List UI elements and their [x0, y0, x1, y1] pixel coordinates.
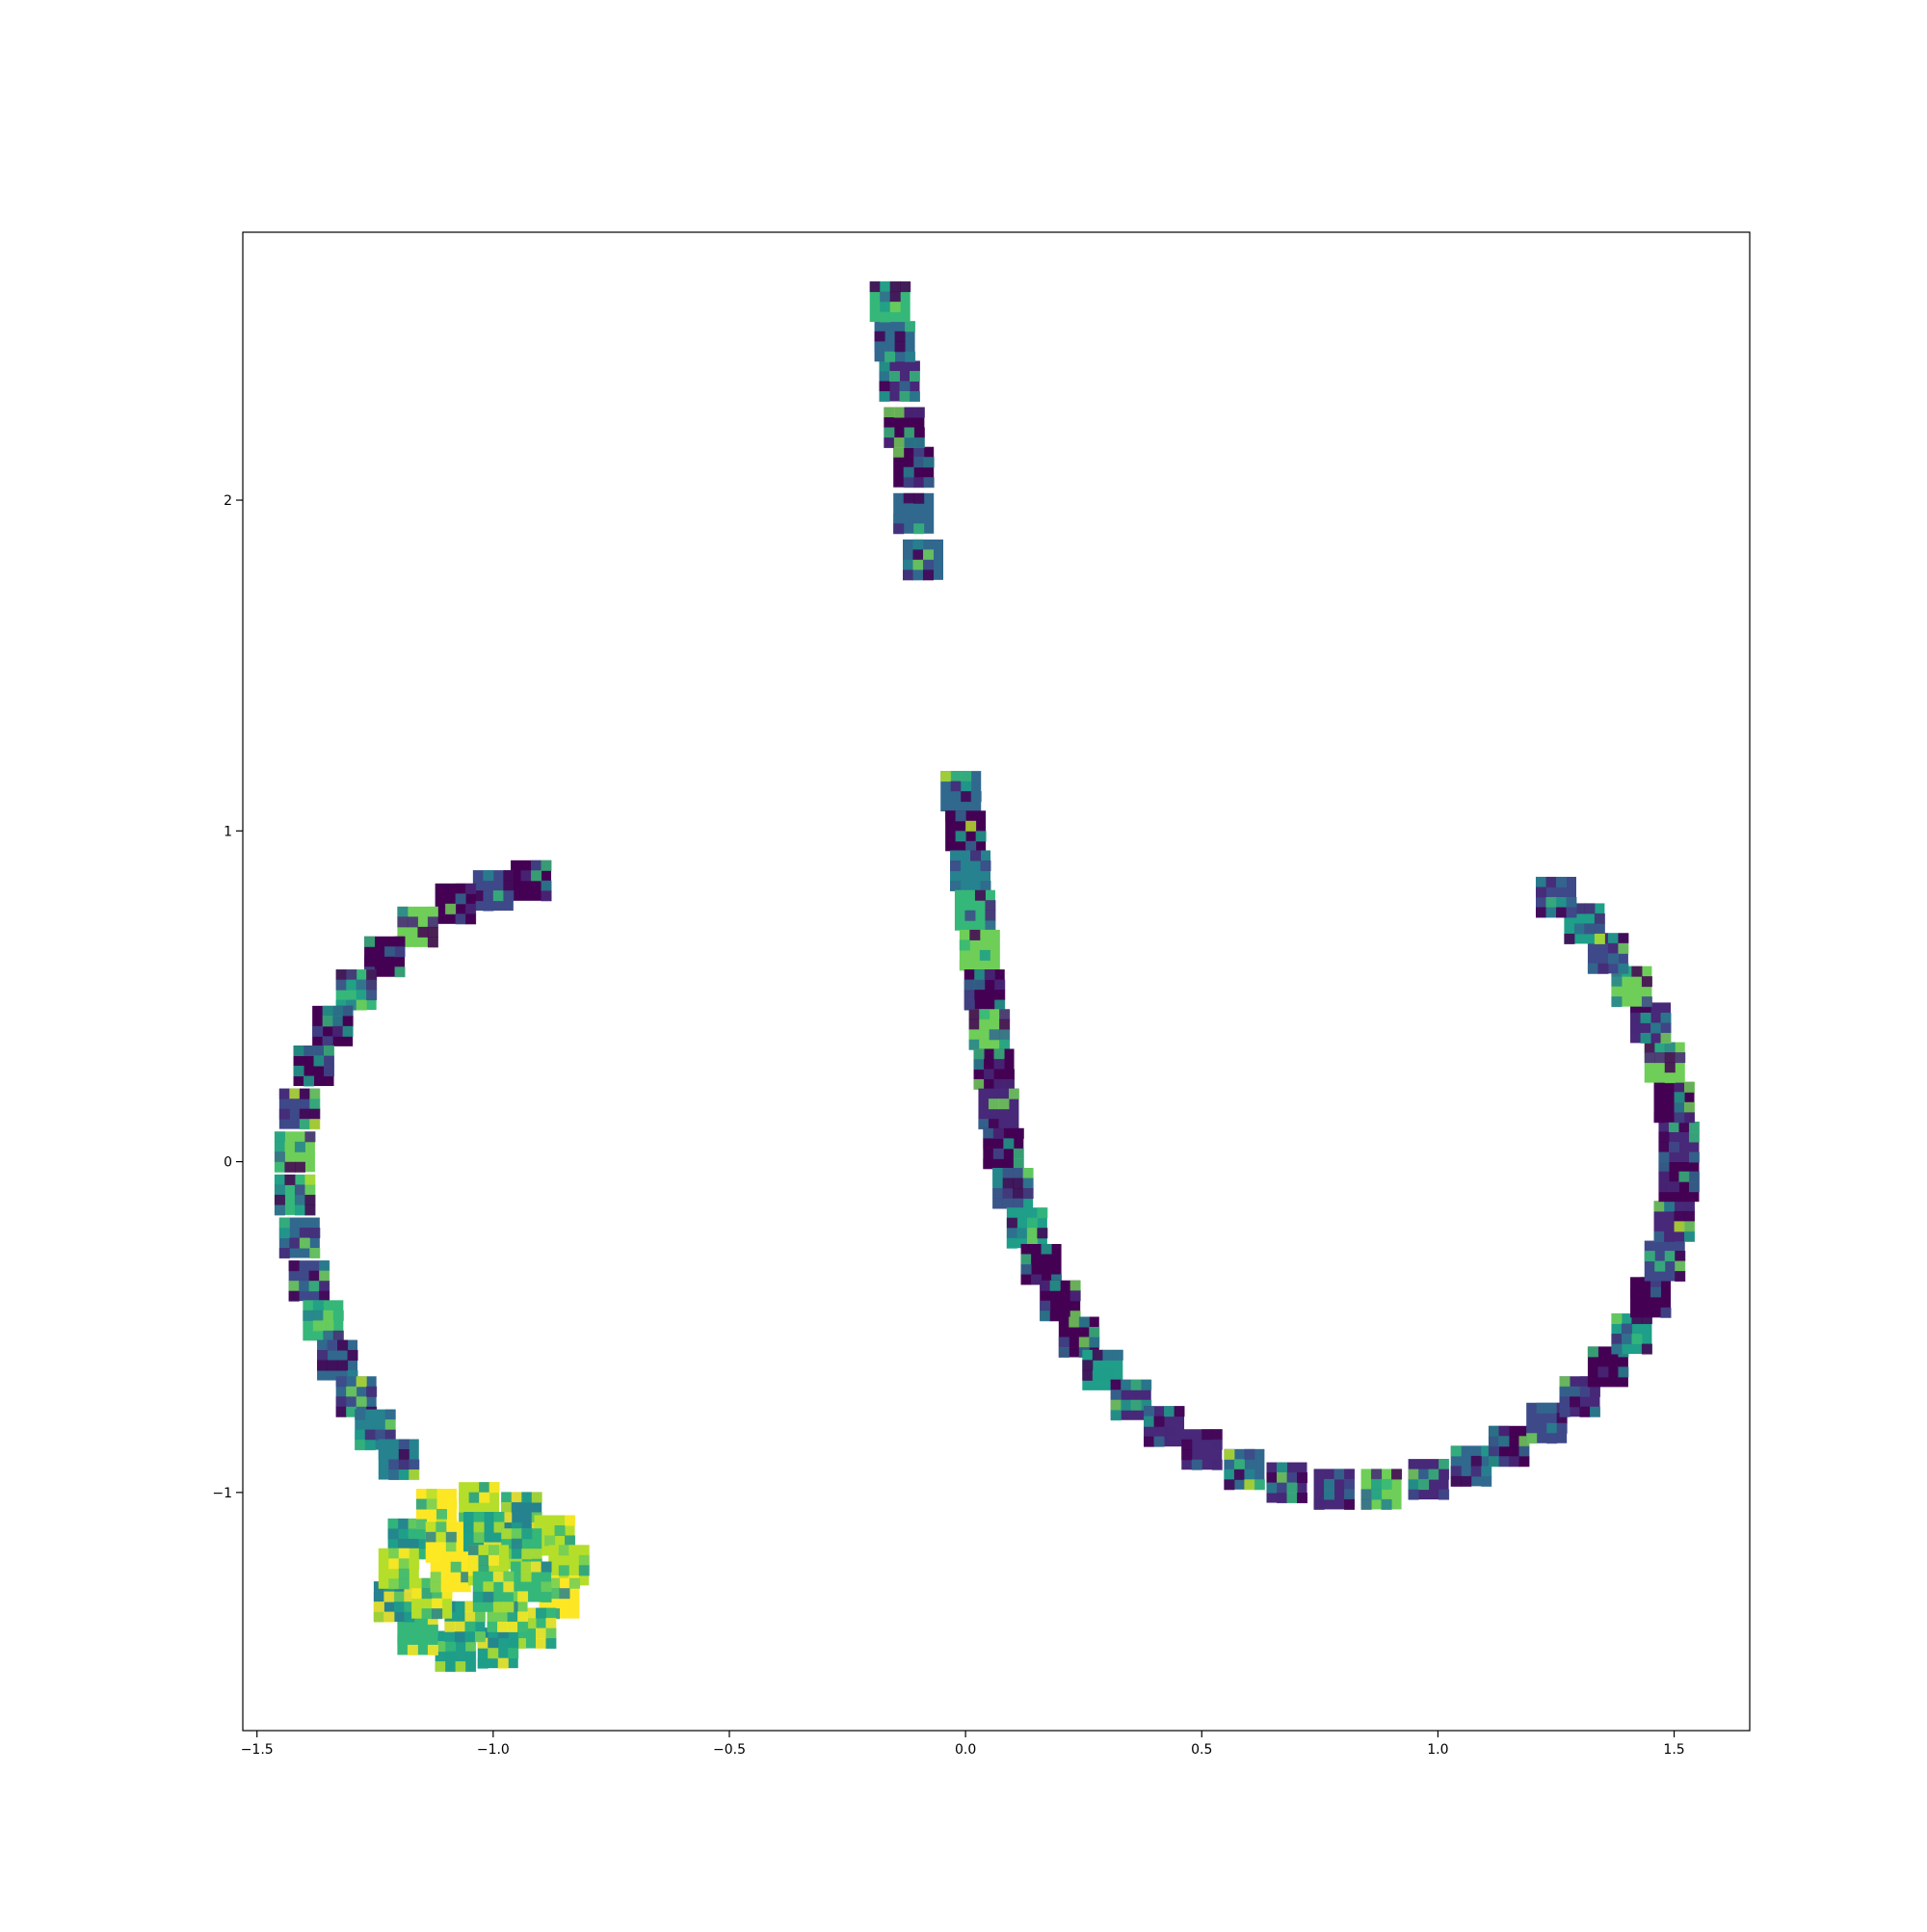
data-point [879, 360, 920, 402]
data-point [903, 539, 944, 581]
data-point [288, 1260, 330, 1302]
data-point [1450, 1445, 1492, 1487]
data-point [1020, 1243, 1063, 1285]
data-points-layer [274, 281, 1700, 1673]
data-point [1653, 1081, 1696, 1124]
data-point [1630, 1002, 1672, 1044]
data-point [1630, 1277, 1672, 1318]
data-point [472, 1571, 515, 1613]
data-point [293, 1045, 335, 1087]
data-point [1564, 903, 1605, 944]
data-point [1644, 1042, 1686, 1084]
data-point [472, 870, 515, 912]
y-tick-label: 1 [224, 824, 232, 839]
data-point [274, 1131, 316, 1173]
data-point [1313, 1469, 1356, 1510]
data-point [335, 969, 378, 1011]
data-point [317, 1339, 358, 1382]
data-point [1181, 1429, 1223, 1470]
data-point [983, 1127, 1024, 1170]
data-point [312, 1005, 354, 1047]
data-point [968, 1009, 1011, 1050]
data-point [973, 1048, 1016, 1090]
point-cluster-2 [274, 860, 552, 1481]
y-tick-label: 0 [224, 1155, 232, 1171]
data-point [278, 1088, 321, 1130]
data-point [959, 929, 1000, 971]
x-tick-label: 0.5 [1191, 1742, 1212, 1758]
y-axis: −1 0 1 2 [212, 493, 243, 1501]
data-point [1658, 1161, 1700, 1203]
data-point [1559, 1376, 1600, 1417]
data-point [940, 771, 982, 812]
data-point [430, 1551, 472, 1593]
data-point [964, 969, 1006, 1011]
data-point [1408, 1459, 1450, 1500]
data-point [869, 281, 911, 323]
data-point [435, 883, 477, 925]
x-tick-label: 1.0 [1427, 1742, 1448, 1758]
data-point [1653, 1201, 1696, 1242]
data-point [511, 860, 552, 902]
data-point [1224, 1448, 1265, 1491]
data-point [1658, 1121, 1700, 1163]
data-point [1266, 1462, 1308, 1504]
data-point [874, 321, 916, 362]
x-tick-label: −0.5 [713, 1742, 746, 1758]
data-point [378, 1439, 420, 1481]
y-tick-label: 2 [224, 493, 232, 509]
data-point [893, 492, 935, 535]
data-point [274, 1174, 316, 1216]
data-point [893, 446, 935, 489]
data-point [1040, 1280, 1081, 1322]
data-point [1535, 876, 1577, 918]
data-point [1006, 1207, 1048, 1249]
data-point [992, 1168, 1034, 1209]
data-point [978, 1088, 1019, 1130]
data-point [954, 889, 996, 932]
data-point [278, 1217, 321, 1259]
data-point [1644, 1240, 1686, 1283]
data-point [1144, 1406, 1185, 1447]
x-tick-label: 1.5 [1663, 1742, 1684, 1758]
data-point [945, 810, 987, 852]
x-tick-label: 0.0 [955, 1742, 976, 1758]
plot-frame [242, 231, 1751, 1732]
data-point [1611, 1313, 1652, 1355]
data-point [950, 850, 991, 892]
data-point [303, 1300, 344, 1341]
data-point [1360, 1469, 1403, 1510]
x-tick-label: −1.5 [241, 1742, 274, 1758]
x-tick-label: −1.0 [477, 1742, 510, 1758]
y-tick-label: −1 [212, 1486, 232, 1501]
point-cluster-1 [869, 281, 944, 581]
point-cluster-4 [940, 771, 1700, 1510]
point-cluster-3 [373, 1482, 590, 1673]
x-axis: −1.5 −1.0 −0.5 0.0 0.5 1.0 1.5 [241, 1731, 1685, 1758]
data-point [1488, 1425, 1530, 1468]
data-point [884, 407, 925, 449]
